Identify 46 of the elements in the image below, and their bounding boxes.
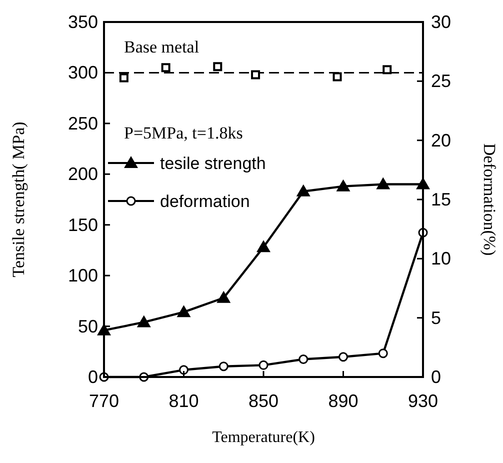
y-tick-label: 350 <box>68 12 98 32</box>
y-tick-label: 150 <box>68 214 98 235</box>
y2-tick-label: 15 <box>431 190 452 210</box>
point <box>338 352 348 362</box>
y2-tick-label: 30 <box>431 12 452 32</box>
point <box>216 290 231 303</box>
point <box>378 348 388 358</box>
x-tick-label: 930 <box>408 391 438 411</box>
point <box>376 177 390 190</box>
point <box>161 63 170 72</box>
point <box>119 73 128 82</box>
y-tick-label: 250 <box>68 113 98 134</box>
y2-tick-label: 5 <box>431 308 442 328</box>
y-tick-label: 100 <box>68 266 98 286</box>
point <box>256 240 270 252</box>
point <box>296 184 310 196</box>
ref-line-label: Base metal <box>124 38 200 57</box>
x-axis-title: Temperature(K) <box>212 429 315 446</box>
point <box>298 354 308 364</box>
y2-axis-title: Deformation(%) <box>480 143 499 256</box>
y-axis-title: Tensile strength( MPa) <box>9 122 28 278</box>
annotation: P=5MPa, t=1.8ks <box>124 123 243 142</box>
y-tick-label: 300 <box>68 62 98 83</box>
point <box>258 360 268 370</box>
point <box>179 365 188 375</box>
y-tick-label: 0 <box>88 367 98 387</box>
y2-tick-label: 20 <box>431 130 452 150</box>
y2-tick-label: 25 <box>431 71 452 92</box>
point <box>136 315 151 328</box>
point <box>218 362 228 372</box>
y2-tick-label: 10 <box>431 248 452 269</box>
point <box>382 65 392 74</box>
y2-tick-label: 0 <box>431 367 442 387</box>
x-tick-label: 890 <box>328 391 358 411</box>
x-tick-label: 770 <box>88 391 120 411</box>
x-tick-label: 810 <box>168 391 199 411</box>
point <box>336 179 350 192</box>
point <box>251 70 260 80</box>
point <box>176 305 191 318</box>
legend-label: tesile strength <box>160 154 266 173</box>
legend-label: deformation <box>160 192 250 211</box>
x-tick-label: 850 <box>248 391 279 411</box>
point <box>332 72 342 82</box>
y-tick-label: 200 <box>68 164 98 184</box>
point <box>213 62 222 72</box>
y-tick-label: 50 <box>78 316 98 336</box>
